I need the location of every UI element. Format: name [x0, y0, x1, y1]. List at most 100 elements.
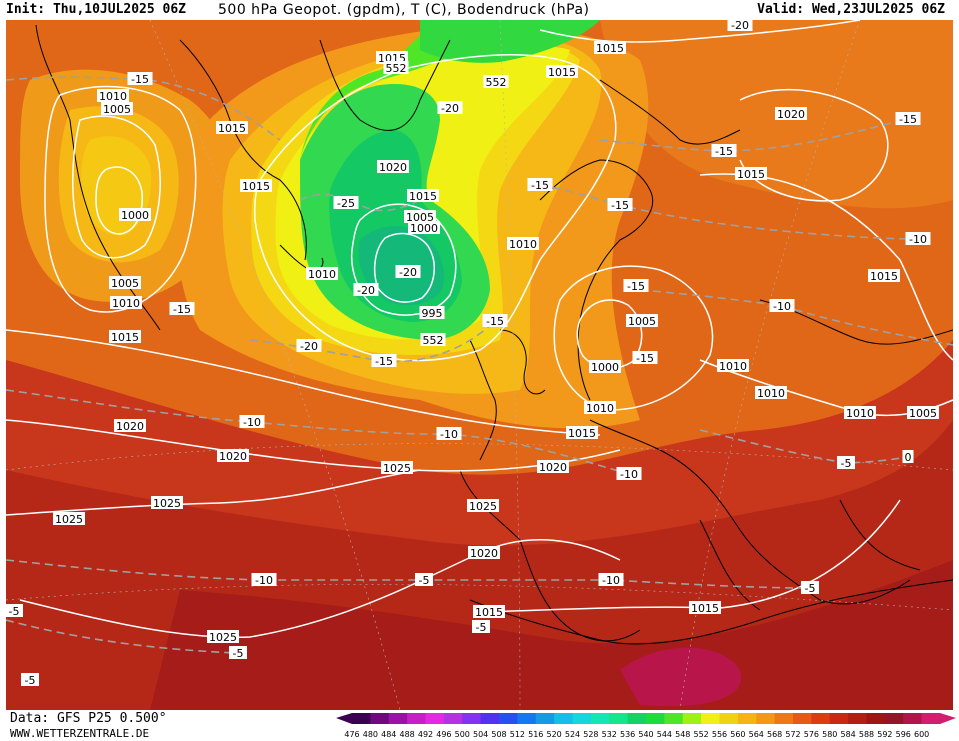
- isobar-label: 1010: [584, 401, 616, 415]
- geopotential-label-text: 552: [486, 76, 507, 89]
- isobar-label: 1015: [473, 605, 505, 619]
- isotherm-label-text: -15: [611, 199, 629, 212]
- colorbar-tick-label: 552: [693, 730, 708, 739]
- isobar-label-box: [507, 237, 539, 250]
- colorbar-swatch: [480, 713, 500, 724]
- isotherm-label: -15: [127, 72, 153, 86]
- isobar-label-text: 1010: [99, 90, 127, 103]
- isobar-label: 1010: [507, 237, 539, 251]
- colorbar-tick-label: 544: [657, 730, 672, 739]
- colorbar-tick-label: 556: [712, 730, 727, 739]
- weather-map: 1010100510151015100010051010101510201020…: [6, 20, 953, 710]
- isobar-label-box: [53, 512, 85, 525]
- colorbar-swatch: [535, 713, 555, 724]
- isobar-label-text: 1010: [846, 407, 874, 420]
- isotherm-label-box: [169, 302, 195, 315]
- isotherm-label: -10: [239, 415, 265, 429]
- isotherm-label: -20: [395, 265, 421, 279]
- colorbar-swatch: [572, 713, 592, 724]
- isotherm-label: -15: [169, 302, 195, 316]
- isobar-label-box: [546, 65, 578, 78]
- isobar-label: 1000: [589, 360, 621, 374]
- colorbar-swatch: [388, 713, 408, 724]
- colorbar-tick-label: 536: [620, 730, 635, 739]
- isotherm-label: -10: [616, 467, 642, 481]
- colorbar-tick-label: 500: [455, 730, 470, 739]
- isotherm-label-box: [623, 279, 649, 292]
- isobar-label-text: 1015: [691, 602, 719, 615]
- colorbar-tick-label: 480: [363, 730, 378, 739]
- isobar-label-box: [151, 496, 183, 509]
- isobar-label-text: 1015: [568, 427, 596, 440]
- isotherm-label: -15: [895, 112, 921, 126]
- isobar-label: 1025: [467, 499, 499, 513]
- isotherm-label-text: -15: [715, 145, 733, 158]
- isotherm-label-text: -15: [899, 113, 917, 126]
- isobar-label: 1015: [594, 41, 626, 55]
- colorbar-tick-label: 548: [675, 730, 690, 739]
- shade-548-top: [420, 20, 600, 63]
- isotherm-label-text: -20: [399, 266, 417, 279]
- isotherm-label: -10: [769, 299, 795, 313]
- isobar-label-text: 1015: [596, 42, 624, 55]
- colorbar-tick-label: 492: [418, 730, 433, 739]
- geopotential-label-box: [483, 75, 509, 88]
- isotherm-label-text: -10: [909, 233, 927, 246]
- colorbar-swatch: [664, 713, 684, 724]
- isobar-label-text: 1010: [586, 402, 614, 415]
- isotherm-label-box: [239, 415, 265, 428]
- isotherm-label: -20: [437, 101, 463, 115]
- isobar-label: 1015: [109, 330, 141, 344]
- website: WWW.WETTERZENTRALE.DE: [10, 727, 150, 740]
- isotherm-label-box: [482, 314, 508, 327]
- isobar-label-box: [306, 267, 338, 280]
- colorbar-swatch: [499, 713, 518, 724]
- isobar-label-text: 1020: [116, 420, 144, 433]
- isotherm-label: -5: [837, 456, 855, 470]
- isobar-label-box: [217, 449, 249, 462]
- isotherm-label: 0: [902, 450, 914, 464]
- colorbar-tick-label: 560: [730, 730, 745, 739]
- isotherm-label-text: -15: [173, 303, 191, 316]
- isobar-label-box: [537, 460, 569, 473]
- colorbar-tick-label: 496: [436, 730, 451, 739]
- isotherm-label-box: [837, 456, 855, 469]
- isobar-label: 1020: [217, 449, 249, 463]
- isobar-label-text: 1015: [218, 122, 246, 135]
- isotherm-label: -15: [711, 144, 737, 158]
- colorbar-swatch: [425, 713, 445, 724]
- isotherm-label-text: -15: [375, 355, 393, 368]
- colorbar-swatch: [517, 713, 537, 724]
- isobar-label-text: 1015: [242, 180, 270, 193]
- isobar-label: 1010: [755, 386, 787, 400]
- colorbar-swatch: [866, 713, 886, 724]
- isotherm-label-text: -25: [337, 197, 355, 210]
- isobar-label-text: 1025: [209, 631, 237, 644]
- isotherm-label-text: -10: [602, 574, 620, 587]
- valid-time: Valid: Wed,23JUL2025 06Z: [757, 2, 945, 17]
- colorbar-swatch: [627, 713, 647, 724]
- isotherm-label-box: [527, 178, 553, 191]
- isotherm-label-box: [229, 646, 247, 659]
- colorbar-tick-label: 600: [914, 730, 929, 739]
- isotherm-label-text: -15: [131, 73, 149, 86]
- isobar-label-text: 1000: [121, 209, 149, 222]
- isobar-label-text: 1025: [383, 462, 411, 475]
- isobar-label-box: [240, 179, 272, 192]
- isobar-label-text: 1015: [111, 331, 139, 344]
- colorbar-swatch: [848, 713, 867, 724]
- colorbar-tick-label: 596: [896, 730, 911, 739]
- isobar-label-text: 1010: [112, 297, 140, 310]
- colorbar-swatch: [737, 713, 757, 724]
- isobar-label-text: 1010: [719, 360, 747, 373]
- colorbar-swatch: [590, 713, 610, 724]
- isobar-label-text: 1010: [308, 268, 336, 281]
- colorbar-tick-label: 508: [491, 730, 506, 739]
- colorbar-labels: 476 480 484 488 492 496 500 504 508 512 516 520 524 5…: [344, 730, 929, 739]
- isotherm-label-text: -10: [255, 574, 273, 587]
- isobar-label-box: [408, 221, 440, 234]
- isobar-label-text: 1005: [909, 407, 937, 420]
- geopotential-label-box: [383, 61, 409, 74]
- isobar-label-box: [467, 499, 499, 512]
- colorbar-swatch: [407, 713, 426, 724]
